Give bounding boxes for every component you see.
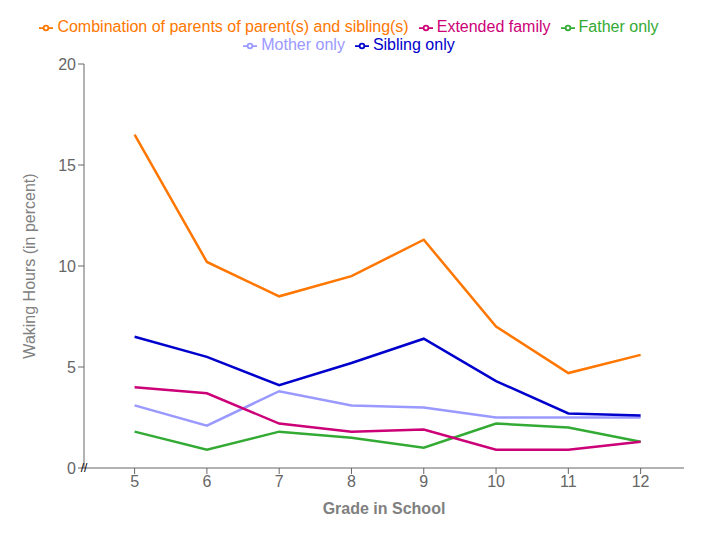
svg-text:7: 7 <box>275 473 284 490</box>
svg-text:10: 10 <box>487 473 505 490</box>
svg-text:0: 0 <box>67 460 76 477</box>
svg-text:Grade in School: Grade in School <box>323 500 446 517</box>
svg-text:11: 11 <box>560 473 577 490</box>
svg-text:6: 6 <box>202 473 211 490</box>
svg-text:5: 5 <box>130 473 139 490</box>
svg-text:8: 8 <box>347 473 356 490</box>
svg-text:20: 20 <box>58 56 76 73</box>
html-text:Combination of parents of pare: Combination of parents of parent(s) and … <box>57 18 409 35</box>
html-text:Extended family: Extended family <box>436 18 551 35</box>
svg-text://: // <box>81 461 88 475</box>
svg-text:9: 9 <box>419 473 428 490</box>
svg-text:5: 5 <box>67 359 76 376</box>
svg-text:12: 12 <box>632 473 650 490</box>
html-text:Mother only: Mother only <box>261 36 345 53</box>
svg-text:15: 15 <box>58 157 76 174</box>
svg-text:10: 10 <box>58 258 76 275</box>
html-text:Father only: Father only <box>578 18 659 35</box>
html-text:Sibling only: Sibling only <box>372 36 455 53</box>
svg-text:Waking Hours (in percent): Waking Hours (in percent) <box>21 173 38 358</box>
